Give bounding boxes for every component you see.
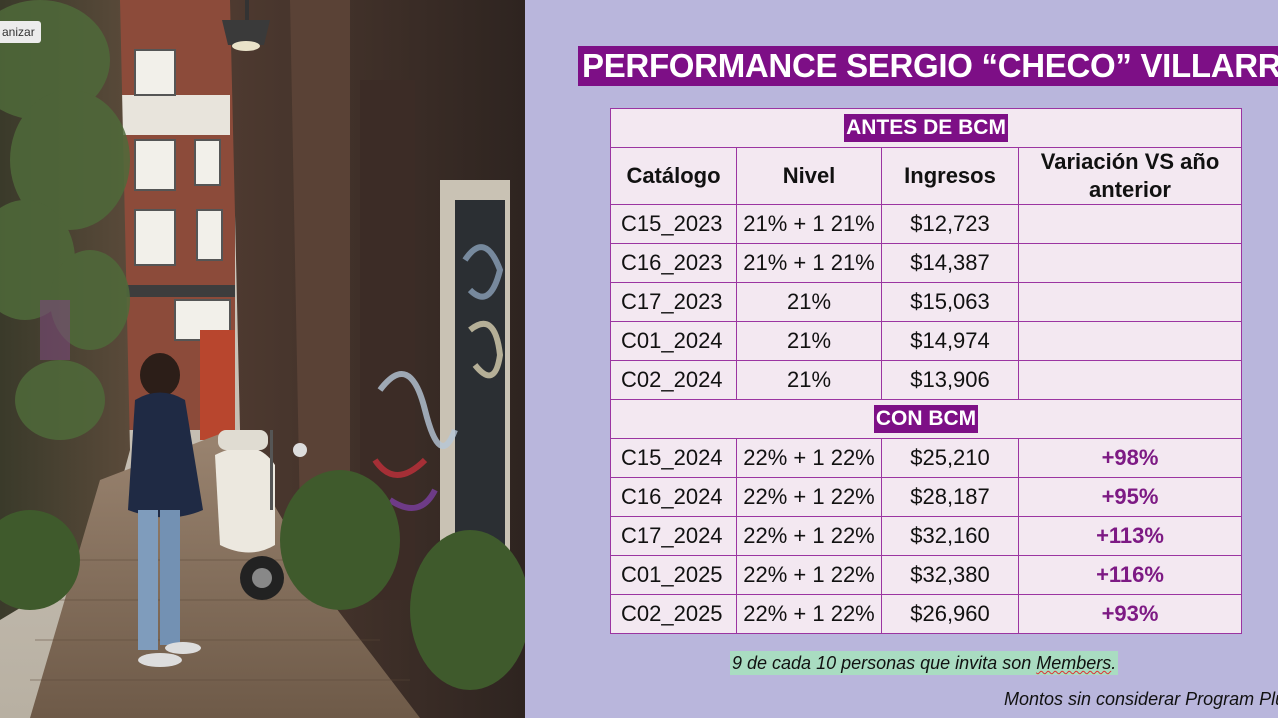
- cell-variacion: [1017, 243, 1243, 283]
- cell-nivel: 21%: [736, 321, 882, 361]
- cell-variacion: +98%: [1017, 438, 1243, 478]
- cell-nivel: 22% + 1 22%: [736, 438, 882, 478]
- cell-nivel: 21%: [736, 282, 882, 322]
- cell-nivel: 22% + 1 22%: [736, 555, 882, 595]
- footnote: Montos sin considerar Program Plu: [1004, 689, 1278, 709]
- cell-ingresos: $32,160: [881, 516, 1019, 556]
- header-nivel: Nivel: [736, 147, 882, 205]
- header-row: Catálogo Nivel Ingresos Variación VS año…: [610, 147, 1243, 205]
- cell-ingresos: $32,380: [881, 555, 1019, 595]
- cell-catalogo: C01_2025: [610, 555, 737, 595]
- cell-ingresos: $25,210: [881, 438, 1019, 478]
- table-row: C17_2024 22% + 1 22% $32,160 +113%: [610, 516, 1243, 556]
- note-prefix: 9 de cada 10 personas que invita son: [732, 653, 1037, 673]
- header-variacion: Variación VS año anterior: [1017, 147, 1243, 205]
- table-row: C02_2024 21% $13,906: [610, 360, 1243, 400]
- table-row: C15_2023 21% + 1 21% $12,723: [610, 204, 1243, 244]
- table-row: C17_2023 21% $15,063: [610, 282, 1243, 322]
- street-photo: anizar: [0, 0, 525, 718]
- cell-catalogo: C16_2024: [610, 477, 737, 517]
- cell-ingresos: $12,723: [881, 204, 1019, 244]
- cell-nivel: 22% + 1 22%: [736, 594, 882, 634]
- table-row: C02_2025 22% + 1 22% $26,960 +93%: [610, 594, 1243, 634]
- cell-catalogo: C02_2025: [610, 594, 737, 634]
- cell-ingresos: $14,387: [881, 243, 1019, 283]
- section-label-with: CON BCM: [873, 405, 979, 433]
- note-members-word: Members: [1036, 653, 1112, 673]
- cell-catalogo: C15_2024: [610, 438, 737, 478]
- cell-variacion: +116%: [1017, 555, 1243, 595]
- organize-chip[interactable]: anizar: [0, 21, 41, 43]
- cell-variacion: +113%: [1017, 516, 1243, 556]
- cell-variacion: +95%: [1017, 477, 1243, 517]
- cell-catalogo: C15_2023: [610, 204, 737, 244]
- alley-scene-image: [0, 0, 525, 718]
- cell-catalogo: C01_2024: [610, 321, 737, 361]
- slide-panel: PERFORMANCE SERGIO “CHECO” VILLARREAL AN…: [525, 0, 1278, 718]
- performance-table: ANTES DE BCM Catálogo Nivel Ingresos Var…: [609, 108, 1243, 634]
- table-row: C15_2024 22% + 1 22% $25,210 +98%: [610, 438, 1243, 478]
- cell-variacion: [1017, 204, 1243, 244]
- cell-ingresos: $14,974: [881, 321, 1019, 361]
- cell-catalogo: C02_2024: [610, 360, 737, 400]
- slide-title: PERFORMANCE SERGIO “CHECO” VILLARREAL: [578, 46, 1278, 86]
- note-suffix: .: [1111, 653, 1117, 673]
- cell-nivel: 21% + 1 21%: [736, 243, 882, 283]
- cell-nivel: 21%: [736, 360, 882, 400]
- cell-catalogo: C17_2024: [610, 516, 737, 556]
- cell-ingresos: $13,906: [881, 360, 1019, 400]
- cell-catalogo: C16_2023: [610, 243, 737, 283]
- cell-ingresos: $28,187: [881, 477, 1019, 517]
- cell-variacion: [1017, 282, 1243, 322]
- members-note: 9 de cada 10 personas que invita son Mem…: [730, 651, 1119, 675]
- cell-catalogo: C17_2023: [610, 282, 737, 322]
- cell-variacion: [1017, 321, 1243, 361]
- cell-ingresos: $15,063: [881, 282, 1019, 322]
- cell-nivel: 22% + 1 22%: [736, 477, 882, 517]
- section-label-before: ANTES DE BCM: [844, 114, 1008, 142]
- cell-nivel: 21% + 1 21%: [736, 204, 882, 244]
- table-row: C01_2025 22% + 1 22% $32,380 +116%: [610, 555, 1243, 595]
- section-row-before: ANTES DE BCM: [609, 108, 1243, 148]
- header-ingresos: Ingresos: [881, 147, 1019, 205]
- section-row-with: CON BCM: [609, 399, 1243, 439]
- cell-variacion: [1017, 360, 1243, 400]
- cell-ingresos: $26,960: [881, 594, 1019, 634]
- table-row: C16_2024 22% + 1 22% $28,187 +95%: [610, 477, 1243, 517]
- table-row: C01_2024 21% $14,974: [610, 321, 1243, 361]
- table-row: C16_2023 21% + 1 21% $14,387: [610, 243, 1243, 283]
- header-catalogo: Catálogo: [610, 147, 737, 205]
- cell-variacion: +93%: [1017, 594, 1243, 634]
- cell-nivel: 22% + 1 22%: [736, 516, 882, 556]
